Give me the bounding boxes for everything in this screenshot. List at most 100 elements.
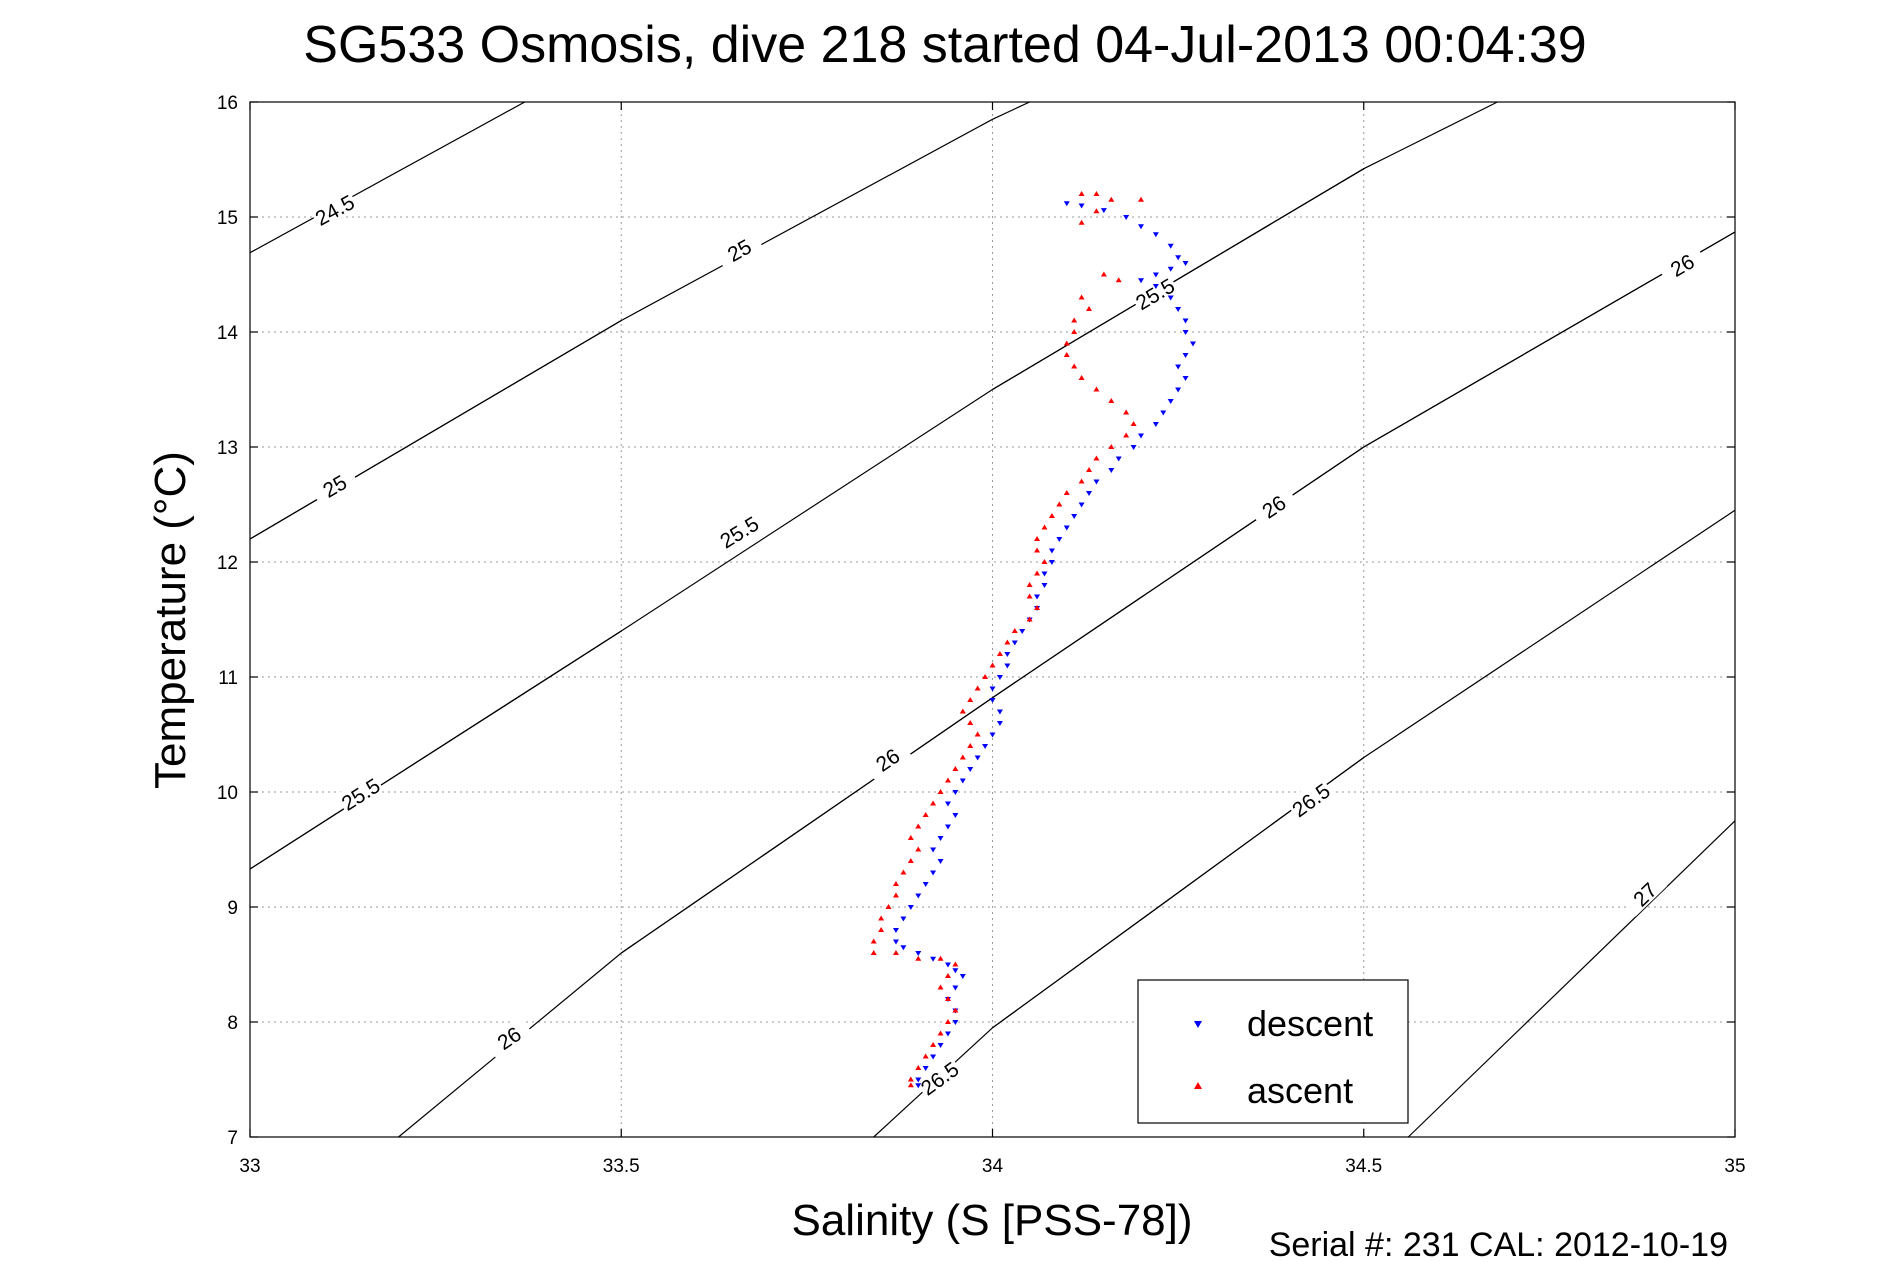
ascent-point <box>1138 196 1144 202</box>
ascent-point <box>959 754 966 760</box>
descent-point <box>922 882 929 887</box>
ascent-point <box>907 858 914 863</box>
contour-label-bg <box>1656 243 1707 285</box>
descent-point <box>892 928 899 933</box>
contour-label-bg <box>309 464 359 506</box>
contour-label-bg <box>1248 483 1298 527</box>
ascent-point <box>1056 501 1063 507</box>
ascent-point <box>1123 432 1130 438</box>
y-tick-label: 8 <box>227 1013 238 1034</box>
descent-point <box>1175 255 1182 261</box>
contour-label-bg <box>1620 870 1668 917</box>
contour-label-group: 27 <box>1620 870 1668 917</box>
isopycnal-25 <box>249 101 1030 540</box>
ascent-point <box>1004 639 1011 645</box>
ascent-point <box>885 904 892 909</box>
descent-point <box>1130 445 1137 450</box>
descent-point <box>944 801 951 807</box>
ascent-point <box>907 1076 914 1082</box>
descent-point <box>1182 261 1189 266</box>
series-descent <box>892 201 1196 1089</box>
ascent-point <box>974 685 981 691</box>
ascent-point <box>1034 605 1041 610</box>
ascent-point <box>1130 421 1137 426</box>
ascent-point <box>892 892 899 898</box>
descent-point <box>1167 266 1174 272</box>
isopycnal-25.5 <box>992 168 1365 391</box>
ascent-point <box>878 915 885 921</box>
ascent-point <box>1078 191 1085 196</box>
contour-label-group: 26 <box>1248 483 1298 527</box>
ascent-point <box>989 662 996 668</box>
descent-point <box>1041 583 1048 588</box>
descent-point <box>1167 399 1174 404</box>
ascent-point <box>944 973 951 978</box>
ascent-point <box>1026 616 1033 622</box>
descent-point <box>1115 456 1122 462</box>
ascent-point <box>1086 306 1093 311</box>
descent-point <box>982 744 989 749</box>
y-tick-label: 9 <box>227 898 238 919</box>
ascent-point <box>1108 398 1115 403</box>
y-tick-label: 12 <box>217 553 238 574</box>
ascent-point <box>922 1053 929 1059</box>
descent-point <box>1100 208 1107 214</box>
ascent-point <box>915 955 922 961</box>
ascent-point <box>930 800 937 806</box>
ascent-point <box>915 1065 922 1070</box>
x-tick-label: 34 <box>982 1156 1004 1177</box>
contour-label-bg <box>1285 776 1335 821</box>
descent-point <box>1152 284 1159 289</box>
ascent-point <box>892 881 899 886</box>
contour-label-bg <box>914 1055 964 1099</box>
ascent-point <box>952 1007 959 1013</box>
isopycnal-26 <box>620 697 993 954</box>
descent-point <box>944 962 951 968</box>
ascent-point <box>1026 593 1033 599</box>
contour-label-bg <box>713 509 763 552</box>
ascent-point <box>1123 409 1130 415</box>
y-tick-label: 16 <box>217 93 238 114</box>
ascent-point <box>937 984 944 990</box>
ascent-point <box>982 674 989 679</box>
isopycnal-25 <box>249 319 622 540</box>
legend-descent-label: descent <box>1247 1003 1373 1044</box>
descent-point <box>952 985 959 991</box>
ascent-point <box>1063 340 1070 346</box>
descent-point <box>1182 330 1189 335</box>
ascent-point <box>900 869 907 875</box>
descent-point <box>1175 364 1182 370</box>
legend: descent ascent <box>1137 979 1409 1124</box>
ascent-point <box>1093 386 1100 392</box>
isopycnal-24.5 <box>249 101 525 254</box>
descent-point <box>1175 307 1182 312</box>
ascent-point <box>1108 444 1115 449</box>
y-axis-ticks: 7 8 9 10 11 12 13 14 15 16 <box>217 93 1735 1149</box>
ascent-point <box>930 1042 937 1047</box>
ascent-point <box>1078 478 1085 484</box>
descent-point <box>1086 491 1093 496</box>
descent-point <box>996 675 1003 680</box>
ascent-point <box>937 955 944 961</box>
ascent-point <box>870 950 877 955</box>
descent-point <box>922 1066 929 1071</box>
descent-point <box>989 732 996 738</box>
ascent-point <box>1034 570 1041 576</box>
descent-point <box>1138 433 1144 439</box>
ascent-point <box>1071 329 1078 334</box>
ascent-point <box>974 731 981 737</box>
descent-point <box>900 916 907 922</box>
x-axis-label: Salinity (S [PSS-78]) <box>791 1196 1192 1245</box>
descent-point <box>915 1083 922 1089</box>
ascent-point <box>922 812 929 817</box>
descent-point <box>952 1020 959 1025</box>
descent-point <box>967 767 974 772</box>
ascent-point <box>959 708 966 714</box>
ascent-point <box>1011 628 1018 633</box>
legend-box <box>1137 979 1409 1124</box>
ascent-point <box>937 1030 944 1036</box>
ascent-point <box>1093 455 1100 461</box>
contour-label-bg <box>713 228 764 270</box>
x-tick-label: 33 <box>239 1156 260 1177</box>
